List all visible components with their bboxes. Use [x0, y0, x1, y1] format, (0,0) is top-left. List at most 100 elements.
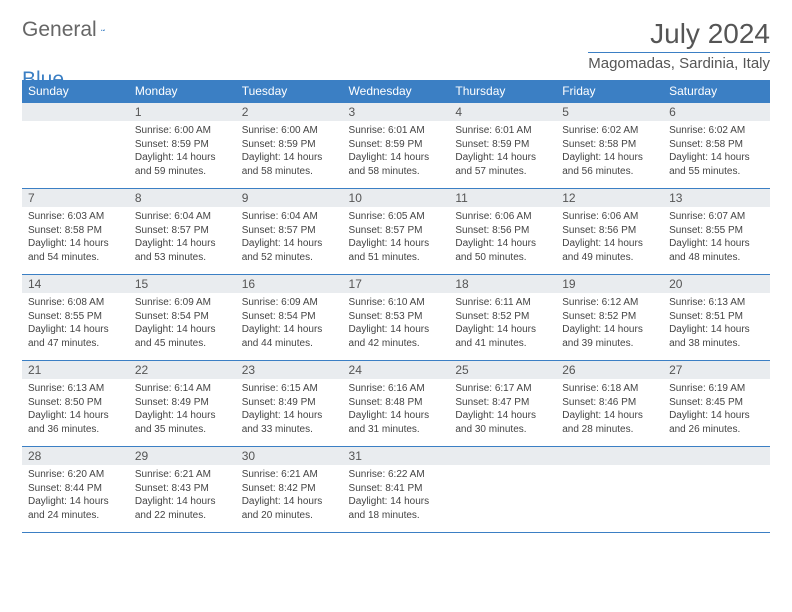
- sunrise-line: Sunrise: 6:19 AM: [669, 383, 745, 394]
- daylight-line: Daylight: 14 hours and 58 minutes.: [242, 152, 323, 177]
- sunset-line: Sunset: 8:43 PM: [135, 483, 209, 494]
- calendar-body: 1Sunrise: 6:00 AMSunset: 8:59 PMDaylight…: [22, 103, 770, 533]
- daylight-line: Daylight: 14 hours and 44 minutes.: [242, 324, 323, 349]
- sunset-line: Sunset: 8:59 PM: [349, 139, 423, 150]
- day-number: [449, 447, 556, 465]
- day-details: Sunrise: 6:21 AMSunset: 8:43 PMDaylight:…: [129, 465, 236, 532]
- day-details: Sunrise: 6:00 AM Sunset: 8:59 PM Daylight:…: [129, 121, 236, 188]
- daylight-line: Daylight: 14 hours and 52 minutes.: [242, 238, 323, 263]
- calendar-week-row: 7Sunrise: 6:03 AMSunset: 8:58 PMDaylight…: [22, 189, 770, 275]
- sunrise-line: Sunrise: 6:04 AM: [135, 211, 211, 222]
- calendar-cell: 10Sunrise: 6:05 AMSunset: 8:57 PMDayligh…: [343, 189, 450, 275]
- sunrise-line: Sunrise: 6:06 AM: [562, 211, 638, 222]
- day-number: 27: [663, 361, 770, 379]
- sunrise-line: Sunrise: 6:15 AM: [242, 383, 318, 394]
- brand-name-2: Blue: [22, 68, 64, 92]
- sunset-line: Sunset: 8:58 PM: [28, 225, 102, 236]
- day-number: 7: [22, 189, 129, 207]
- calendar-cell: 1Sunrise: 6:00 AMSunset: 8:59 PMDaylight…: [129, 103, 236, 189]
- sunrise-line: Sunrise: 6:16 AM: [349, 383, 425, 394]
- daylight-line: Daylight: 14 hours and 30 minutes.: [455, 410, 536, 435]
- day-number: 12: [556, 189, 663, 207]
- calendar-cell: [556, 447, 663, 533]
- calendar-cell: 8Sunrise: 6:04 AMSunset: 8:57 PMDaylight…: [129, 189, 236, 275]
- sunset-line: Sunset: 8:56 PM: [562, 225, 636, 236]
- flag-icon: [101, 22, 105, 38]
- sunrise-line: Sunrise: 6:02 AM: [669, 125, 745, 136]
- calendar-week-row: 1Sunrise: 6:00 AMSunset: 8:59 PMDaylight…: [22, 103, 770, 189]
- sunrise-line: Sunrise: 6:05 AM: [349, 211, 425, 222]
- day-details: Sunrise: 6:14 AMSunset: 8:49 PMDaylight:…: [129, 379, 236, 446]
- sunset-line: Sunset: 8:58 PM: [669, 139, 743, 150]
- day-number: 13: [663, 189, 770, 207]
- calendar-cell: 26Sunrise: 6:18 AMSunset: 8:46 PMDayligh…: [556, 361, 663, 447]
- day-number: 22: [129, 361, 236, 379]
- brand-logo: General: [22, 18, 125, 42]
- day-details: Sunrise: 6:19 AMSunset: 8:45 PMDaylight:…: [663, 379, 770, 446]
- day-details: Sunrise: 6:15 AMSunset: 8:49 PMDaylight:…: [236, 379, 343, 446]
- sunset-line: Sunset: 8:49 PM: [242, 397, 316, 408]
- calendar-week-row: 21Sunrise: 6:13 AMSunset: 8:50 PMDayligh…: [22, 361, 770, 447]
- day-number: 31: [343, 447, 450, 465]
- calendar-cell: 22Sunrise: 6:14 AMSunset: 8:49 PMDayligh…: [129, 361, 236, 447]
- sunset-line: Sunset: 8:52 PM: [455, 311, 529, 322]
- sunrise-line: Sunrise: 6:00 AM: [135, 125, 211, 136]
- day-details: Sunrise: 6:04 AMSunset: 8:57 PMDaylight:…: [129, 207, 236, 274]
- day-number: 11: [449, 189, 556, 207]
- day-details: Sunrise: 6:05 AMSunset: 8:57 PMDaylight:…: [343, 207, 450, 274]
- day-number: 30: [236, 447, 343, 465]
- calendar-cell: 31Sunrise: 6:22 AMSunset: 8:41 PMDayligh…: [343, 447, 450, 533]
- sunrise-line: Sunrise: 6:04 AM: [242, 211, 318, 222]
- day-details: Sunrise: 6:22 AMSunset: 8:41 PMDaylight:…: [343, 465, 450, 532]
- sunset-line: Sunset: 8:59 PM: [135, 139, 209, 150]
- daylight-line: Daylight: 14 hours and 20 minutes.: [242, 496, 323, 521]
- weekday-header: Saturday: [663, 80, 770, 103]
- day-number: 24: [343, 361, 450, 379]
- calendar-cell: 7Sunrise: 6:03 AMSunset: 8:58 PMDaylight…: [22, 189, 129, 275]
- header: General July 2024 Magomadas, Sardinia, I…: [22, 18, 770, 72]
- sunrise-line: Sunrise: 6:12 AM: [562, 297, 638, 308]
- day-details: Sunrise: 6:18 AMSunset: 8:46 PMDaylight:…: [556, 379, 663, 446]
- sunset-line: Sunset: 8:42 PM: [242, 483, 316, 494]
- sunrise-line: Sunrise: 6:09 AM: [135, 297, 211, 308]
- title-block: July 2024 Magomadas, Sardinia, Italy: [588, 18, 770, 72]
- sunrise-line: Sunrise: 6:17 AM: [455, 383, 531, 394]
- day-number: 26: [556, 361, 663, 379]
- calendar-cell: 15Sunrise: 6:09 AMSunset: 8:54 PMDayligh…: [129, 275, 236, 361]
- calendar-cell: 25Sunrise: 6:17 AMSunset: 8:47 PMDayligh…: [449, 361, 556, 447]
- sunrise-line: Sunrise: 6:08 AM: [28, 297, 104, 308]
- daylight-line: Daylight: 14 hours and 22 minutes.: [135, 496, 216, 521]
- calendar-cell: 11Sunrise: 6:06 AMSunset: 8:56 PMDayligh…: [449, 189, 556, 275]
- day-details: Sunrise: 6:06 AMSunset: 8:56 PMDaylight:…: [449, 207, 556, 274]
- sunrise-line: Sunrise: 6:09 AM: [242, 297, 318, 308]
- weekday-header: Monday: [129, 80, 236, 103]
- day-number: 28: [22, 447, 129, 465]
- sunset-line: Sunset: 8:49 PM: [135, 397, 209, 408]
- day-details: Sunrise: 6:02 AMSunset: 8:58 PMDaylight:…: [663, 121, 770, 188]
- day-details: Sunrise: 6:00 AMSunset: 8:59 PMDaylight:…: [236, 121, 343, 188]
- calendar-cell: 23Sunrise: 6:15 AMSunset: 8:49 PMDayligh…: [236, 361, 343, 447]
- day-details: Sunrise: 6:01 AMSunset: 8:59 PMDaylight:…: [449, 121, 556, 188]
- daylight-line: Daylight: 14 hours and 53 minutes.: [135, 238, 216, 263]
- daylight-line: Daylight: 14 hours and 59 minutes.: [135, 152, 216, 177]
- day-number: [663, 447, 770, 465]
- sunset-line: Sunset: 8:46 PM: [562, 397, 636, 408]
- daylight-line: Daylight: 14 hours and 51 minutes.: [349, 238, 430, 263]
- calendar-cell: 16Sunrise: 6:09 AMSunset: 8:54 PMDayligh…: [236, 275, 343, 361]
- day-details: Sunrise: 6:08 AMSunset: 8:55 PMDaylight:…: [22, 293, 129, 360]
- sunset-line: Sunset: 8:55 PM: [669, 225, 743, 236]
- sunrise-line: Sunrise: 6:01 AM: [455, 125, 531, 136]
- calendar-cell: 27Sunrise: 6:19 AMSunset: 8:45 PMDayligh…: [663, 361, 770, 447]
- calendar-week-row: 14Sunrise: 6:08 AMSunset: 8:55 PMDayligh…: [22, 275, 770, 361]
- weekday-header: Wednesday: [343, 80, 450, 103]
- day-details: Sunrise: 6:13 AMSunset: 8:50 PMDaylight:…: [22, 379, 129, 446]
- sunset-line: Sunset: 8:56 PM: [455, 225, 529, 236]
- day-details: Sunrise: 6:06 AMSunset: 8:56 PMDaylight:…: [556, 207, 663, 274]
- sunset-line: Sunset: 8:59 PM: [242, 139, 316, 150]
- calendar-cell: 2Sunrise: 6:00 AMSunset: 8:59 PMDaylight…: [236, 103, 343, 189]
- daylight-line: Daylight: 14 hours and 56 minutes.: [562, 152, 643, 177]
- sunset-line: Sunset: 8:52 PM: [562, 311, 636, 322]
- calendar-cell: [449, 447, 556, 533]
- day-number: 10: [343, 189, 450, 207]
- sunrise-line: Sunrise: 6:13 AM: [28, 383, 104, 394]
